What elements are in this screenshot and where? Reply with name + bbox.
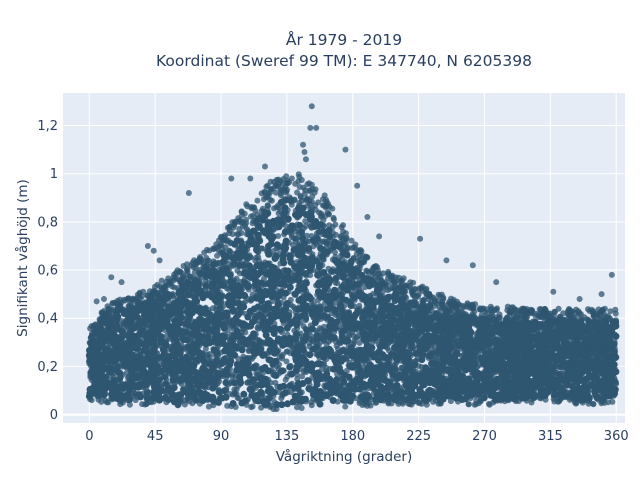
data-point	[289, 234, 295, 241]
data-point	[325, 211, 332, 218]
chart-subtitle: Koordinat (Sweref 99 TM): E 347740, N 62…	[156, 52, 532, 70]
data-point	[184, 265, 191, 272]
data-point	[226, 230, 233, 237]
data-point	[356, 339, 363, 346]
data-point	[517, 315, 524, 322]
data-point	[330, 216, 337, 223]
data-point	[259, 245, 266, 252]
data-point	[348, 237, 355, 244]
data-point	[612, 306, 619, 313]
data-point	[294, 189, 301, 196]
data-point	[230, 391, 236, 398]
data-point	[302, 218, 309, 225]
data-point	[354, 281, 361, 288]
data-point	[312, 186, 319, 193]
data-point	[194, 259, 200, 266]
data-point	[318, 210, 325, 217]
data-point	[342, 403, 349, 410]
data-point	[284, 180, 291, 187]
data-point	[136, 289, 143, 296]
data-point	[308, 333, 315, 339]
data-point	[129, 295, 136, 302]
data-point	[306, 180, 313, 187]
data-point	[347, 280, 353, 287]
data-point	[475, 400, 482, 407]
data-point	[320, 202, 326, 209]
data-point	[308, 399, 315, 406]
data-point	[284, 348, 291, 355]
data-point	[223, 238, 230, 245]
data-point	[551, 309, 558, 315]
data-point	[381, 282, 388, 289]
data-point	[201, 249, 208, 256]
data-point	[283, 358, 290, 365]
data-point	[607, 308, 614, 315]
data-point	[254, 324, 261, 331]
data-point	[469, 301, 476, 308]
data-point	[238, 209, 245, 215]
data-point	[102, 397, 109, 404]
data-point	[139, 401, 146, 408]
data-point	[421, 296, 428, 303]
data-point	[96, 316, 103, 323]
data-point	[244, 203, 251, 210]
data-point	[327, 268, 334, 275]
data-point	[471, 308, 478, 315]
data-point	[292, 180, 299, 187]
data-point	[264, 202, 271, 209]
data-point	[165, 275, 172, 282]
data-point	[103, 311, 110, 318]
data-point	[296, 173, 303, 180]
data-point	[431, 298, 438, 305]
data-point	[260, 196, 267, 203]
data-point	[235, 231, 242, 238]
data-point	[385, 268, 392, 275]
data-point	[254, 197, 261, 204]
data-point	[232, 218, 238, 225]
data-point	[88, 323, 95, 330]
data-point	[226, 224, 233, 231]
chart-title: År 1979 - 2019	[286, 30, 402, 49]
data-point	[423, 287, 430, 293]
data-point	[242, 222, 249, 229]
data-point	[590, 401, 597, 408]
data-point	[224, 402, 231, 409]
data-points	[85, 103, 620, 413]
data-point	[364, 254, 371, 261]
data-point	[504, 307, 511, 314]
data-point	[323, 196, 329, 203]
data-point	[272, 379, 279, 386]
data-point	[124, 295, 131, 302]
data-point	[342, 230, 349, 237]
data-point	[585, 306, 591, 313]
data-point	[340, 222, 346, 229]
data-point	[288, 175, 295, 182]
data-point	[491, 307, 498, 314]
data-point	[601, 305, 608, 312]
data-point	[268, 197, 275, 204]
data-point	[532, 310, 539, 317]
data-point	[153, 290, 160, 296]
data-point	[340, 235, 347, 242]
data-point	[197, 254, 204, 260]
data-point	[299, 197, 305, 204]
data-point	[585, 317, 592, 324]
data-point	[265, 192, 272, 199]
data-point	[118, 299, 125, 306]
data-point	[137, 295, 144, 302]
data-point	[249, 403, 256, 410]
data-point	[374, 267, 381, 274]
data-point	[213, 241, 220, 248]
data-point	[353, 251, 360, 258]
